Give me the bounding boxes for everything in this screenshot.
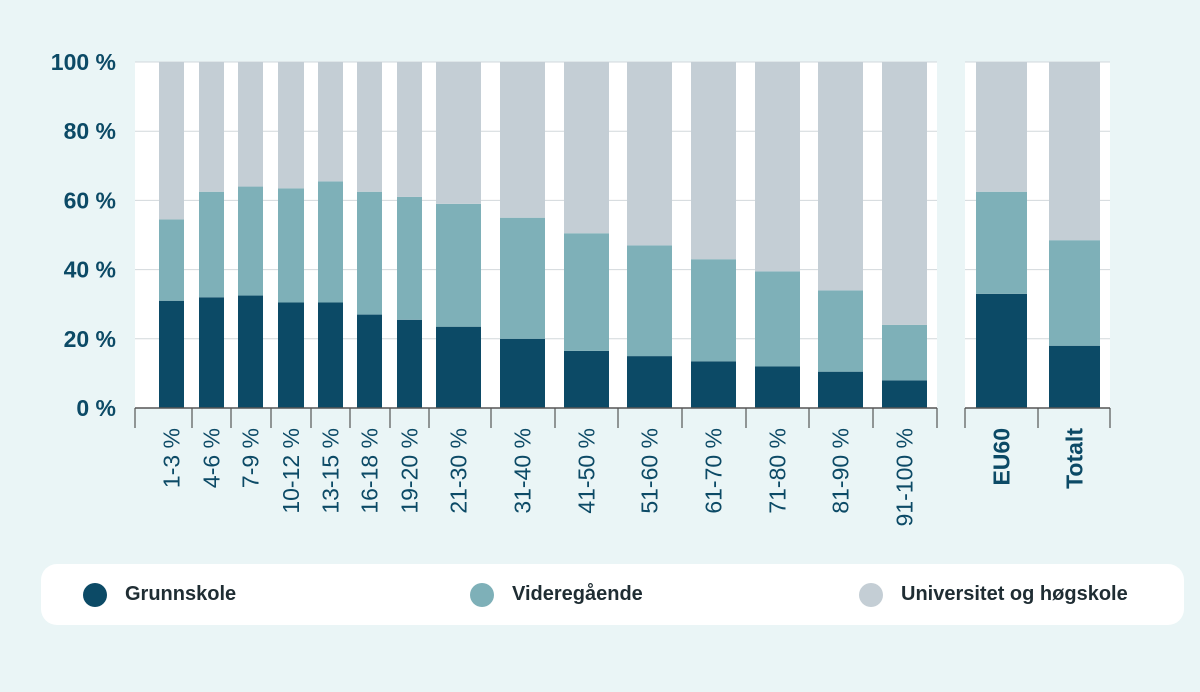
bar-segment [159, 62, 184, 220]
legend-label-grunnskole: Grunnskole [125, 583, 237, 605]
x-tick-label: 10-12 % [278, 428, 304, 514]
legend-swatch-videregaende [470, 582, 494, 607]
bar-segment [976, 62, 1027, 192]
bar-segment [159, 219, 184, 301]
x-axis [134, 407, 1111, 428]
x-tick-label: 19-20 % [397, 428, 423, 514]
legend: Grunnskole Videregående Universitet og h… [41, 564, 1184, 625]
x-tick-label: EU60 [989, 428, 1015, 486]
x-tick-label: 4-6 % [199, 428, 225, 488]
bar-segment [882, 324, 927, 381]
x-tick-label: 1-3 % [159, 428, 185, 488]
y-tick-label: 20 % [64, 326, 116, 352]
y-tick-label: 0 % [76, 395, 116, 421]
bar-segment [318, 302, 343, 408]
bar-segment [357, 191, 382, 315]
bar-segment [564, 350, 609, 408]
bar-segment [278, 302, 304, 408]
legend-swatch-universitet [859, 582, 883, 607]
bar-segment [357, 62, 382, 192]
x-tick-label: 13-15 % [318, 428, 344, 514]
bar-segment [627, 356, 672, 408]
bar-segment [976, 293, 1027, 408]
bar-segment [1049, 240, 1100, 346]
bar-segment [1049, 62, 1100, 241]
bar-segment [199, 297, 224, 408]
bars [159, 62, 1100, 408]
y-tick-labels: 0 % 20 % 40 % 60 % 80 % 100 % [51, 49, 116, 421]
y-tick-label: 40 % [64, 257, 116, 283]
bar-segment [627, 62, 672, 246]
x-tick-label: 41-50 % [574, 428, 600, 514]
bar-segment [436, 62, 481, 204]
bar-segment [238, 186, 263, 296]
bar-segment [159, 300, 184, 408]
bar-segment [397, 196, 422, 320]
x-tick-label: Totalt [1062, 428, 1088, 489]
x-tick-label: 81-90 % [828, 428, 854, 514]
bar-segment [976, 191, 1027, 294]
bar-segment [318, 62, 343, 182]
bar-segment [318, 181, 343, 303]
y-tick-label: 80 % [64, 118, 116, 144]
bar-segment [357, 314, 382, 408]
legend-item-universitet: Universitet og høgskole [859, 564, 1128, 625]
legend-item-videregaende: Videregående [470, 564, 643, 625]
bar-segment [691, 361, 736, 408]
x-tick-labels: 1-3 % 4-6 % 7-9 % 10-12 % 13-15 % 16-18 % 19-2… [159, 428, 1088, 527]
x-tick-label: 51-60 % [637, 428, 663, 514]
bar-segment [1049, 345, 1100, 408]
legend-label-universitet: Universitet og høgskole [901, 583, 1128, 605]
x-tick-label: 31-40 % [510, 428, 536, 514]
bar-segment [564, 62, 609, 234]
bar-segment [397, 319, 422, 408]
bar-segment [882, 62, 927, 325]
bar-segment [627, 245, 672, 357]
bar-segment [755, 366, 800, 408]
x-tick-label: 71-80 % [765, 428, 791, 514]
bar-segment [238, 62, 263, 187]
stacked-bar-chart: 0 % 20 % 40 % 60 % 80 % 100 % 1-3 % 4-6 % 7-9 % 1… [51, 49, 1111, 527]
legend-label-videregaende: Videregående [512, 583, 643, 605]
bar-segment [882, 380, 927, 408]
bar-segment [436, 326, 481, 408]
bar-segment [278, 188, 304, 303]
x-tick-label: 7-9 % [238, 428, 264, 488]
x-tick-label: 61-70 % [701, 428, 727, 514]
bar-segment [564, 233, 609, 351]
y-tick-label: 60 % [64, 187, 116, 213]
bar-segment [691, 62, 736, 260]
bar-segment [278, 62, 304, 189]
bar-segment [818, 290, 863, 372]
bar-segment [500, 338, 545, 408]
bar-segment [238, 295, 263, 408]
bar-segment [818, 371, 863, 408]
chart-svg: 0 %20 %40 %60 %80 %100 %1-3 % 4-6 % 7-9 % 1… [51, 49, 1111, 527]
bar-segment [397, 62, 422, 197]
x-tick-label: 16-18 % [357, 428, 383, 514]
bar-segment [691, 259, 736, 362]
bar-segment [818, 62, 863, 291]
bar-segment [500, 62, 545, 218]
legend-item-grunnskole: Grunnskole [83, 564, 236, 625]
bar-segment [199, 62, 224, 192]
y-tick-label: 100 % [51, 49, 116, 75]
legend-swatch-grunnskole [83, 582, 107, 607]
x-tick-label: 21-30 % [446, 428, 472, 514]
bar-segment [436, 203, 481, 327]
bar-segment [500, 217, 545, 339]
bar-segment [755, 271, 800, 367]
bar-segment [755, 62, 800, 272]
x-tick-label: 91-100 % [892, 428, 918, 526]
bar-segment [199, 191, 224, 298]
